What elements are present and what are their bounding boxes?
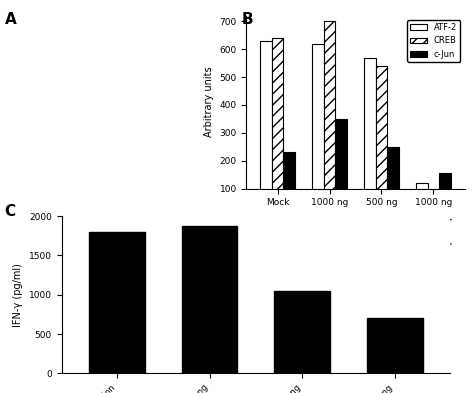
Text: B: B: [242, 12, 254, 27]
Bar: [365, 57, 376, 217]
Bar: [90, 232, 145, 373]
Text: ATF-2: ATF-2: [395, 232, 420, 241]
Y-axis label: IFN-γ (pg/ml): IFN-γ (pg/ml): [13, 263, 23, 327]
Text: C: C: [5, 204, 16, 219]
Bar: [335, 119, 346, 217]
Bar: [376, 66, 387, 217]
Bar: [272, 38, 283, 217]
Bar: [439, 173, 450, 217]
Text: A: A: [5, 12, 17, 27]
Bar: [416, 183, 428, 217]
Bar: [274, 291, 330, 373]
Bar: [428, 214, 439, 217]
Bar: [182, 226, 237, 373]
Legend: ATF-2, CREB, c-Jun: ATF-2, CREB, c-Jun: [407, 20, 460, 62]
Text: siRNA: siRNA: [368, 254, 395, 263]
Y-axis label: Arbitrary units: Arbitrary units: [204, 67, 214, 138]
Bar: [261, 41, 272, 217]
Bar: [312, 44, 324, 217]
Bar: [324, 21, 335, 217]
Bar: [367, 318, 422, 373]
Bar: [283, 152, 295, 217]
Text: GFP: GFP: [321, 232, 338, 241]
Bar: [387, 147, 399, 217]
